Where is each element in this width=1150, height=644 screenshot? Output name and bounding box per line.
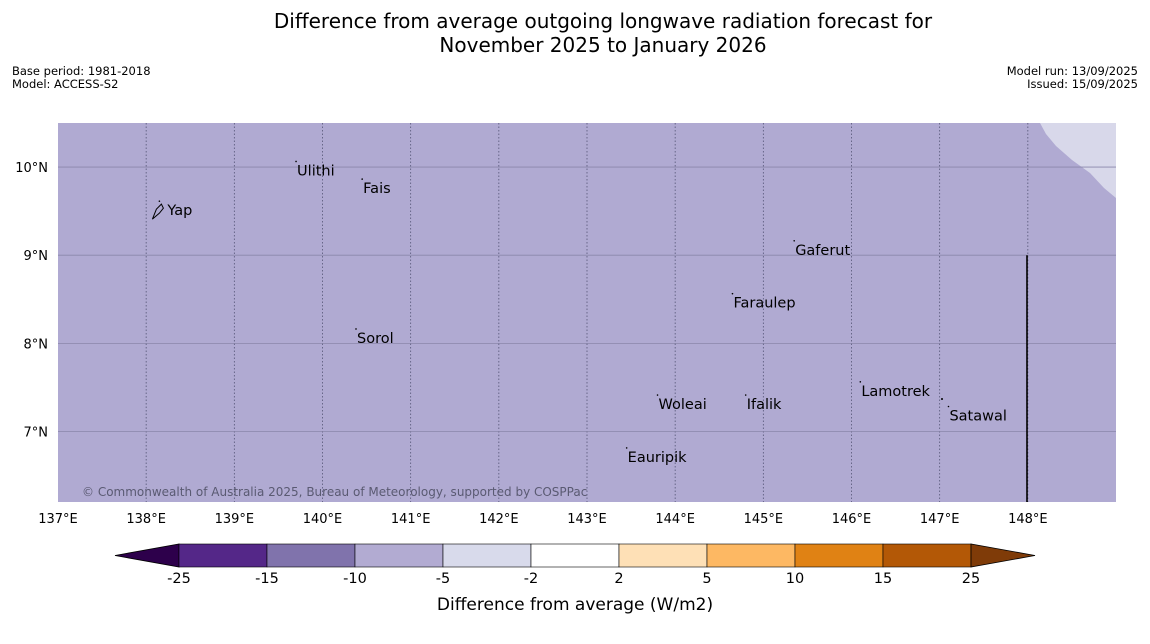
island-marker bbox=[355, 328, 357, 330]
lat-tick-label: 10°N bbox=[15, 161, 48, 176]
island-marker bbox=[731, 292, 734, 295]
lon-tick-label: 141°E bbox=[391, 512, 431, 527]
island-marker bbox=[793, 240, 795, 242]
place-label-ulithi: Ulithi bbox=[297, 163, 335, 179]
colorbar-tick-label: 10 bbox=[786, 571, 804, 587]
base-period: Base period: 1981-2018 bbox=[12, 64, 151, 78]
colorbar-segment bbox=[266, 543, 356, 568]
island-marker bbox=[656, 394, 659, 396]
island-marker bbox=[744, 394, 747, 396]
colorbar-tick-label: 5 bbox=[702, 571, 711, 587]
colorbar-label: Difference from average (W/m2) bbox=[437, 595, 713, 615]
lon-tick-label: 138°E bbox=[126, 512, 166, 527]
chart-title: Difference from average outgoing longwav… bbox=[0, 9, 1150, 57]
issued-date: Issued: 15/09/2025 bbox=[1027, 77, 1138, 91]
place-label-eauripik: Eauripik bbox=[628, 450, 687, 466]
lat-tick-label: 8°N bbox=[24, 337, 49, 352]
yap-island-outline bbox=[151, 203, 164, 220]
place-label-sorol: Sorol bbox=[357, 331, 394, 347]
lon-tick-label: 145°E bbox=[744, 512, 784, 527]
colorbar-extend-low bbox=[114, 543, 180, 568]
colorbar-segment bbox=[178, 543, 268, 568]
place-label-lamotrek: Lamotrek bbox=[861, 384, 930, 400]
colorbar-segment bbox=[618, 543, 708, 568]
colorbar-tick-label: 15 bbox=[874, 571, 892, 587]
place-label-woleai: Woleai bbox=[659, 397, 707, 413]
place-label-satawal: Satawal bbox=[949, 409, 1006, 425]
colorbar-tick-label: 2 bbox=[614, 571, 623, 587]
model-run: Model run: 13/09/2025 bbox=[1006, 64, 1138, 78]
map-grid bbox=[58, 123, 1116, 502]
lon-tick-label: 146°E bbox=[832, 512, 872, 527]
place-label-faraulep: Faraulep bbox=[733, 296, 795, 312]
colorbar-tick-label: -10 bbox=[343, 571, 367, 587]
island-marker bbox=[158, 200, 161, 202]
title-line-1: Difference from average outgoing longwav… bbox=[273, 9, 933, 33]
lon-tick-label: 147°E bbox=[920, 512, 960, 527]
lon-tick-label: 144°E bbox=[655, 512, 695, 527]
lon-tick-label: 142°E bbox=[479, 512, 519, 527]
colorbar-tick-label: -2 bbox=[524, 571, 538, 587]
colorbar-segment bbox=[706, 543, 796, 568]
meta-left: Base period: 1981-2018 Model: ACCESS-S2 bbox=[12, 65, 151, 91]
lon-tick-label: 139°E bbox=[215, 512, 255, 527]
island-marker bbox=[941, 398, 943, 400]
colorbar-segment bbox=[442, 543, 532, 568]
colorbar-segment bbox=[794, 543, 884, 568]
place-label-gaferut: Gaferut bbox=[795, 243, 850, 259]
place-label-fais: Fais bbox=[363, 181, 390, 197]
island-marker bbox=[947, 405, 950, 408]
colorbar-tick-label: 25 bbox=[962, 571, 980, 587]
copyright-notice: © Commonwealth of Australia 2025, Bureau… bbox=[82, 485, 587, 499]
lat-tick-label: 9°N bbox=[24, 249, 49, 264]
colorbar-segment bbox=[882, 543, 972, 568]
place-label-yap: Yap bbox=[166, 203, 192, 219]
model-name: Model: ACCESS-S2 bbox=[12, 77, 119, 91]
lon-tick-label: 148°E bbox=[1008, 512, 1048, 527]
colorbar-tick-label: -15 bbox=[255, 571, 279, 587]
place-label-ifalik: Ifalik bbox=[747, 397, 782, 413]
island-marker bbox=[625, 447, 628, 449]
colorbar-extend-high bbox=[970, 543, 1036, 568]
lon-tick-label: 140°E bbox=[303, 512, 343, 527]
colorbar-segment bbox=[354, 543, 444, 568]
island-marker bbox=[859, 381, 862, 383]
title-line-2: November 2025 to January 2026 bbox=[439, 33, 767, 57]
meta-right: Model run: 13/09/2025 Issued: 15/09/2025 bbox=[1007, 65, 1138, 91]
lon-tick-label: 143°E bbox=[567, 512, 607, 527]
near-average-region bbox=[1040, 123, 1116, 198]
island-marker bbox=[295, 160, 297, 163]
lat-tick-label: 7°N bbox=[24, 425, 49, 440]
lon-tick-label: 137°E bbox=[38, 512, 78, 527]
colorbar-tick-label: -5 bbox=[436, 571, 450, 587]
colorbar-segment bbox=[530, 543, 620, 568]
island-marker bbox=[361, 178, 363, 180]
colorbar-tick-label: -25 bbox=[167, 571, 191, 587]
